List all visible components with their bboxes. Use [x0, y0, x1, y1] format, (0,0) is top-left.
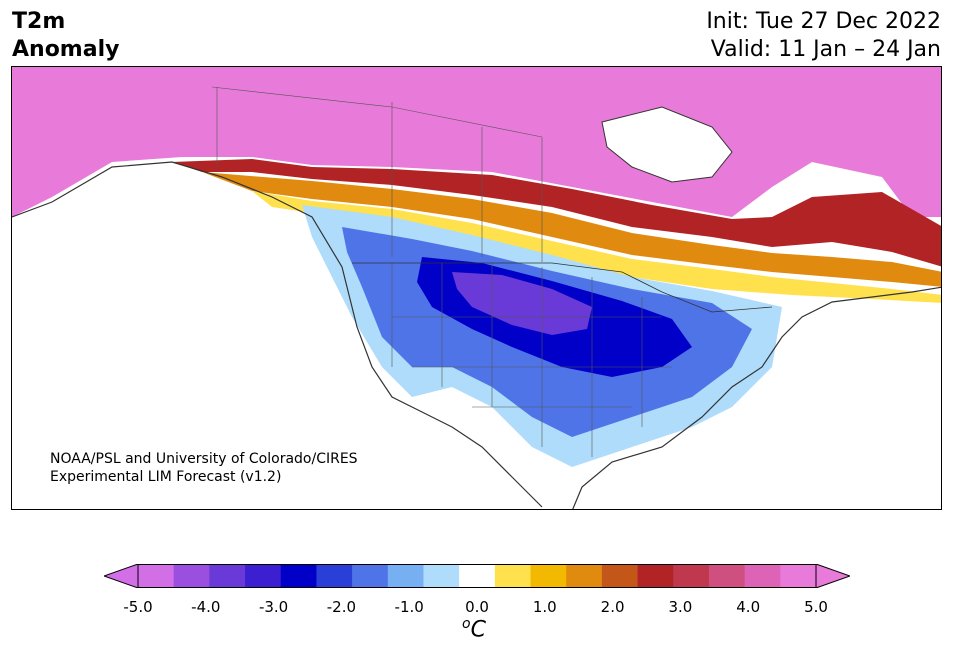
valid-range: Valid: 11 Jan – 24 Jan: [710, 37, 941, 62]
title-variable: T2m: [12, 9, 66, 34]
colorbar-swatch: [530, 564, 567, 588]
colorbar-tick-label: -4.0: [191, 598, 221, 616]
colorbar-tick-label: -2.0: [326, 598, 357, 616]
colorbar-tick-label: 4.0: [736, 598, 761, 616]
colorbar-swatch: [245, 564, 282, 588]
colorbar-extend-high: [815, 564, 850, 588]
colorbar-swatch: [387, 564, 424, 588]
orange-band: [202, 172, 941, 287]
colorbar-tick-label: 0.0: [465, 598, 489, 616]
yellow-band: [252, 191, 941, 303]
colorbar-swatch: [209, 564, 246, 588]
colorbar-border: [137, 564, 817, 588]
colorbar-tick-label: 5.0: [804, 598, 828, 616]
us-canada-border: [352, 262, 773, 313]
colorbar-swatch: [352, 564, 389, 588]
colorbar-tick-label: -1.0: [394, 598, 424, 616]
colorbar-swatch: [673, 564, 710, 588]
colorbar-swatch: [637, 564, 674, 588]
colorbar-tick-label: 1.0: [532, 598, 557, 616]
colorbar-extend-low: [104, 564, 139, 588]
colorbar-swatch: [708, 564, 746, 588]
colorbar-swatch: [173, 564, 210, 588]
anomaly-map: NOAA/PSL and University of Colorado/CIRE…: [11, 66, 942, 510]
coastline: [12, 161, 941, 509]
colorbar-swatch: [138, 564, 175, 588]
colorbar-swatch: [423, 564, 460, 588]
colorbar-swatch: [280, 564, 317, 588]
init-date: Init: Tue 27 Dec 2022: [706, 9, 941, 34]
colorbar-swatch: [566, 564, 603, 588]
credit-text: NOAA/PSL and University of Colorado/CIRE…: [50, 450, 358, 486]
credit-line-1: NOAA/PSL and University of Colorado/CIRE…: [50, 451, 358, 467]
map-svg: [12, 67, 941, 509]
unit-letter: C: [470, 617, 486, 643]
colorbar-swatch: [459, 564, 496, 588]
colorbar-swatch: [316, 564, 353, 588]
state-lines: [391, 263, 672, 457]
title-left: T2m Anomaly: [12, 8, 119, 64]
title-right: Init: Tue 27 Dec 2022 Valid: 11 Jan – 24…: [706, 8, 941, 64]
colorbar: [104, 564, 850, 588]
colorbar-unit: oC: [462, 616, 486, 642]
colorbar-tick-label: -3.0: [258, 598, 289, 616]
colorbar-swatch: [780, 564, 817, 588]
canada-province-lines: [211, 86, 543, 262]
red-band: [172, 159, 941, 267]
colorbar-swatch: [744, 564, 781, 588]
colorbar-tick-label: 3.0: [668, 598, 693, 616]
colorbar-swatch: [601, 564, 639, 588]
title-field: Anomaly: [12, 37, 120, 62]
colorbar-swatch: [494, 564, 532, 588]
warm-anomaly-north: [12, 67, 941, 217]
unit-degree: o: [462, 616, 471, 632]
hudson-bay: [601, 106, 733, 183]
colorbar-tick-label: -5.0: [123, 598, 153, 616]
cold-purple-core: [452, 272, 592, 335]
colorbar-tick-label: 2.0: [600, 598, 625, 616]
credit-line-2: Experimental LIM Forecast (v1.2): [50, 469, 282, 485]
